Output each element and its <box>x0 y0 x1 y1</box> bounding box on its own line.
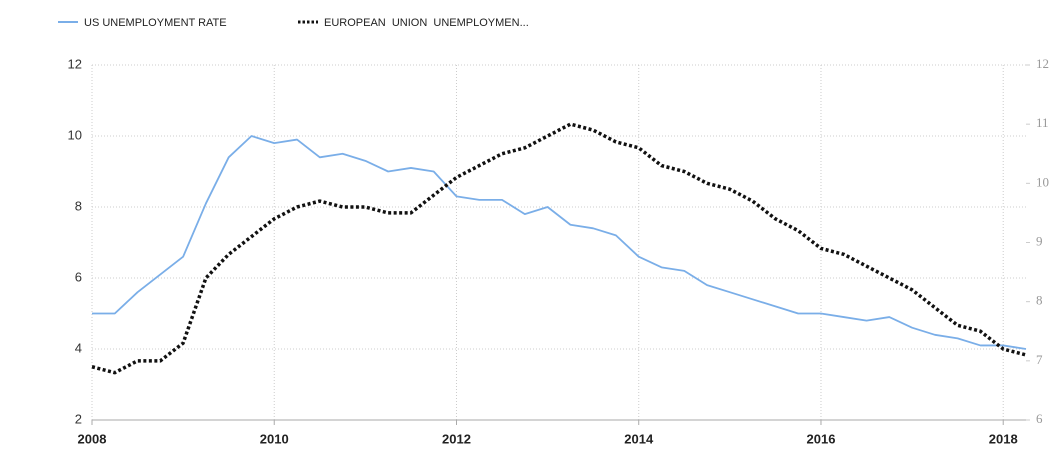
y2-tick-label: 11 <box>1036 115 1049 130</box>
y2-tick-label: 6 <box>1036 411 1043 426</box>
y2-tick-label: 9 <box>1036 233 1043 248</box>
x-tick-label: 2008 <box>78 431 107 446</box>
y-tick-label: 2 <box>75 411 82 426</box>
y-tick-label: 4 <box>75 340 82 355</box>
series-line <box>91 122 1027 375</box>
x-tick-label: 2010 <box>260 431 289 446</box>
y2-tick-label: 10 <box>1036 174 1049 189</box>
x-tick-label: 2018 <box>989 431 1018 446</box>
y2-tick-label: 12 <box>1036 56 1049 71</box>
series-line <box>92 135 1027 350</box>
x-tick-label: 2016 <box>807 431 836 446</box>
y-tick-label: 10 <box>68 127 82 142</box>
y2-tick-label: 7 <box>1036 352 1043 367</box>
y-tick-label: 12 <box>68 56 82 71</box>
legend-label: US UNEMPLOYMENT RATE <box>84 17 227 29</box>
legend-label: EUROPEAN UNION UNEMPLOYMEN... <box>324 17 529 29</box>
y-tick-label: 6 <box>75 269 82 284</box>
x-tick-label: 2012 <box>442 431 471 446</box>
x-tick-label: 2014 <box>624 431 654 446</box>
y-tick-label: 8 <box>75 198 82 213</box>
y2-tick-label: 8 <box>1036 293 1043 308</box>
